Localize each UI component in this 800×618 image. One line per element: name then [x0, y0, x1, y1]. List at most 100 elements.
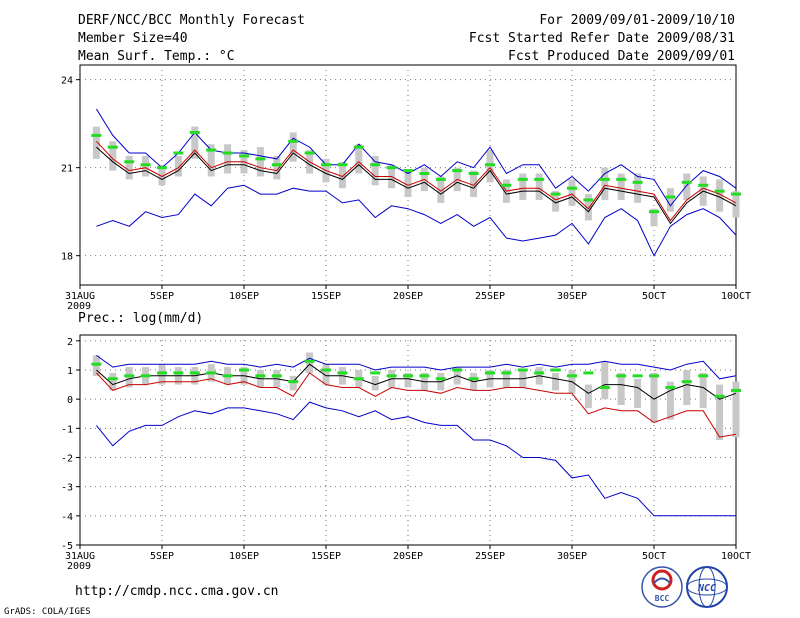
- obs-marker: [567, 374, 577, 378]
- obs-marker: [419, 374, 430, 378]
- y-tick-label: 0: [67, 395, 73, 406]
- obs-marker: [370, 163, 381, 167]
- obs-marker: [353, 377, 364, 381]
- ensemble-box: [470, 170, 478, 197]
- ensemble-box: [634, 173, 642, 203]
- obs-marker: [403, 169, 413, 173]
- obs-marker: [698, 183, 709, 187]
- obs-marker: [599, 386, 610, 389]
- obs-marker: [271, 163, 282, 167]
- obs-marker: [649, 210, 659, 214]
- ensemble-box: [699, 372, 707, 408]
- bcc-logo-text: BCC: [655, 594, 670, 603]
- ensemble-box: [552, 191, 560, 212]
- ensemble-box: [601, 361, 609, 400]
- chart-title-temp: Mean Surf. Temp.: °C: [78, 49, 235, 64]
- obs-marker: [714, 394, 725, 398]
- x-tick-label: 10OCT: [721, 551, 751, 562]
- ensemble-box: [683, 173, 691, 200]
- obs-marker: [173, 371, 184, 375]
- ensemble-box: [273, 155, 281, 180]
- obs-marker: [189, 130, 200, 134]
- bcc-logo: BCC: [641, 566, 683, 608]
- obs-marker: [714, 189, 725, 193]
- ensemble-box: [338, 161, 346, 189]
- obs-marker: [124, 374, 135, 378]
- obs-marker: [501, 183, 512, 187]
- series-line-min: [96, 401, 736, 517]
- ensemble-box: [634, 378, 642, 408]
- obs-marker: [107, 145, 118, 149]
- ensemble-box: [174, 155, 182, 177]
- obs-marker: [255, 157, 266, 161]
- x-tick-label: 15SEP: [311, 291, 341, 302]
- ensemble-box: [437, 176, 445, 203]
- obs-marker: [681, 380, 692, 384]
- obs-marker: [386, 166, 397, 170]
- ensemble-box: [207, 144, 215, 177]
- ensemble-box: [716, 179, 724, 212]
- ensemble-box: [584, 384, 592, 408]
- y-tick-label: 1: [67, 366, 73, 377]
- ensemble-box: [191, 126, 199, 159]
- ncc-logo-text: NCC: [697, 583, 716, 594]
- chart-title-precip: Prec.: log(mm/d): [78, 311, 203, 326]
- obs-marker: [534, 371, 545, 375]
- x-tick-label: 5SEP: [150, 551, 174, 562]
- series-line-max: [96, 354, 737, 380]
- obs-marker: [583, 371, 594, 375]
- obs-marker: [173, 151, 184, 155]
- precipitation-panel: -5 -4 -3 -2 -1 0 1 2 31AUG 5SEP 10SEP 15SEP 20SEP 25S…: [61, 334, 751, 572]
- y-tick-label: -5: [61, 541, 73, 552]
- y-tick-label: -2: [61, 454, 73, 465]
- obs-marker: [534, 177, 545, 181]
- obs-marker: [501, 371, 512, 375]
- x-tick-label: 10SEP: [229, 551, 259, 562]
- ensemble-box: [355, 144, 363, 174]
- ensemble-box: [371, 375, 379, 391]
- x-year-label: 2009: [67, 301, 91, 312]
- obs-marker: [321, 163, 331, 167]
- x-tick-label: 10OCT: [721, 291, 751, 302]
- obs-marker: [337, 371, 348, 375]
- obs-marker: [616, 177, 627, 181]
- obs-marker: [304, 359, 315, 363]
- header-title: DERF/NCC/BCC Monthly Forecast: [78, 13, 305, 28]
- obs-marker: [288, 380, 299, 384]
- ensemble-box: [666, 381, 674, 420]
- obs-marker: [157, 166, 167, 170]
- x-tick-label: 20SEP: [393, 291, 423, 302]
- grads-credit: GrADS: COLA/IGES: [4, 607, 91, 617]
- x-tick-label: 25SEP: [475, 291, 505, 302]
- x-tick-label: 5OCT: [642, 291, 666, 302]
- ensemble-box: [732, 381, 740, 438]
- obs-marker: [107, 377, 118, 381]
- obs-marker: [550, 192, 561, 196]
- obs-marker: [632, 180, 643, 184]
- obs-marker: [567, 186, 577, 190]
- obs-marker: [222, 151, 233, 155]
- obs-marker: [337, 163, 348, 167]
- x-tick-label: 31AUG: [65, 551, 95, 562]
- y-tick-label: 24: [61, 76, 73, 87]
- obs-marker: [91, 362, 102, 366]
- header-member-size: Member Size=40: [78, 31, 188, 46]
- temperature-panel: 18 21 24 31AUG 5SEP 10SEP 15SEP 20SEP 25SEP 30SEP…: [61, 64, 751, 312]
- ensemble-box: [519, 173, 527, 200]
- x-year-label: 2009: [67, 561, 91, 572]
- x-tick-label: 5OCT: [642, 551, 666, 562]
- source-url[interactable]: http://cmdp.ncc.cma.gov.cn: [75, 584, 279, 599]
- obs-marker: [435, 377, 446, 381]
- ensemble-box: [650, 208, 658, 227]
- obs-marker: [681, 180, 692, 184]
- obs-marker: [632, 374, 643, 378]
- y-tick-label: -3: [61, 483, 73, 494]
- obs-marker: [189, 371, 200, 375]
- ensemble-box: [535, 173, 543, 200]
- obs-marker: [304, 151, 315, 155]
- ensemble-box: [683, 370, 691, 405]
- ensemble-box: [289, 132, 297, 162]
- ensemble-box: [109, 372, 117, 391]
- y-tick-label: 18: [61, 252, 73, 263]
